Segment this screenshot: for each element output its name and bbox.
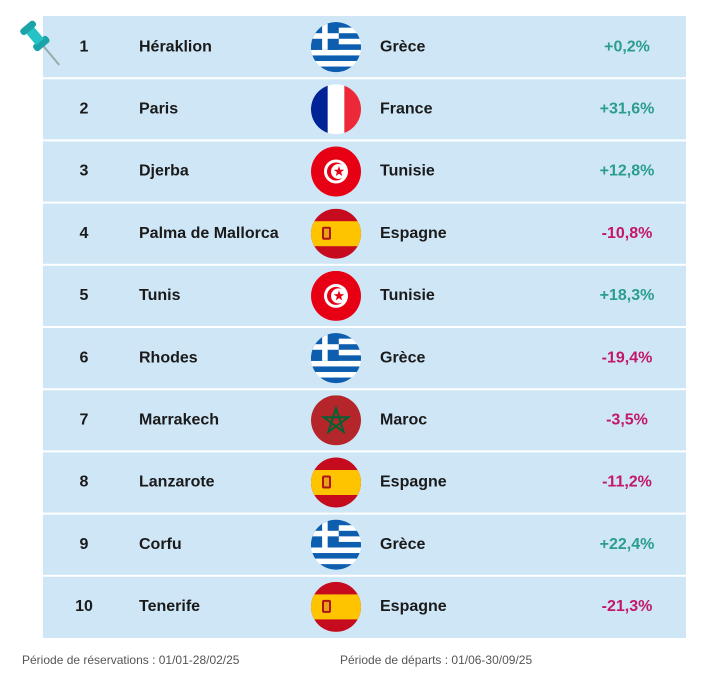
- city: Corfu: [139, 536, 182, 553]
- rank: 10: [75, 598, 93, 615]
- rank: 2: [80, 101, 89, 118]
- city: Rhodes: [139, 349, 198, 366]
- flag: [311, 395, 361, 446]
- pushpin: [20, 20, 61, 66]
- city: Tenerife: [139, 598, 200, 615]
- flag: [311, 146, 361, 197]
- city: Paris: [139, 101, 178, 118]
- country: Espagne: [380, 598, 447, 615]
- rank: 7: [80, 412, 89, 429]
- footer-right: Période de départs : 01/06-30/09/25: [340, 653, 532, 667]
- country: Grèce: [380, 38, 425, 55]
- country: Espagne: [380, 474, 447, 491]
- rank: 9: [80, 536, 89, 553]
- rank: 3: [80, 163, 89, 180]
- city: Palma de Mallorca: [139, 225, 279, 242]
- rank: 4: [80, 225, 89, 242]
- rank: 5: [80, 287, 89, 304]
- country: Grèce: [380, 536, 425, 553]
- flag: [311, 270, 361, 321]
- change: +22,4%: [600, 536, 655, 553]
- change: -3,5%: [606, 412, 648, 429]
- country: Tunisie: [380, 163, 435, 180]
- flag: [311, 208, 361, 259]
- city: Marrakech: [139, 412, 219, 429]
- rank: 8: [80, 474, 89, 491]
- country: Grèce: [380, 349, 425, 366]
- rank: 1: [80, 38, 89, 55]
- city: Héraklion: [139, 38, 212, 55]
- country: Tunisie: [380, 287, 435, 304]
- change: -11,2%: [602, 474, 652, 491]
- change: +31,6%: [600, 101, 655, 118]
- city: Lanzarote: [139, 474, 215, 491]
- city: Djerba: [139, 163, 189, 180]
- flag: [311, 333, 361, 384]
- change: +12,8%: [600, 163, 655, 180]
- flag: [311, 84, 361, 135]
- country: France: [380, 101, 433, 118]
- flag: [311, 519, 361, 570]
- footer-left: Période de réservations : 01/01-28/02/25: [22, 653, 240, 667]
- change: +18,3%: [600, 287, 655, 304]
- country: Maroc: [380, 412, 427, 429]
- country: Espagne: [380, 225, 447, 242]
- flag: [311, 457, 361, 508]
- change: +0,2%: [604, 38, 650, 55]
- change: -10,8%: [602, 225, 653, 242]
- change: -21,3%: [602, 598, 653, 615]
- city: Tunis: [139, 287, 181, 304]
- rank: 6: [80, 349, 89, 366]
- change: -19,4%: [602, 349, 653, 366]
- flag: [311, 581, 361, 632]
